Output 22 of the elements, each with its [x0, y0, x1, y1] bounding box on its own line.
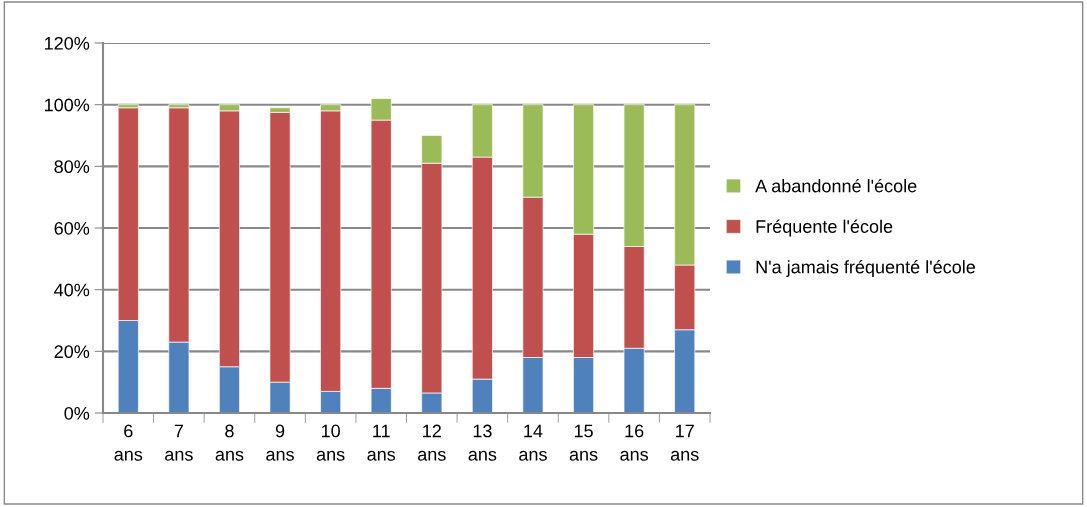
x-tick-label: 15 ans [569, 424, 598, 461]
x-tick-label: 8 ans [215, 424, 244, 461]
x-tick-label: 10 ans [316, 424, 345, 461]
x-tick-label: 7 ans [165, 424, 193, 461]
y-tick-label: 40% [54, 283, 90, 297]
x-tick-label: 17 ans [670, 424, 699, 461]
legend-label: N'a jamais fréquenté l'école [756, 259, 976, 277]
y-tick-label: 60% [54, 221, 90, 235]
x-tick-label: 11 ans [367, 424, 396, 461]
y-tick-label: 120% [45, 36, 90, 50]
x-tick-label: 13 ans [468, 424, 497, 461]
x-tick-label: 16 ans [620, 424, 649, 461]
y-tick-label: 0% [64, 406, 90, 420]
legend-label: A abandonné l'école [755, 178, 917, 193]
x-tick-label: 6 ans [114, 424, 143, 461]
legend-label: Fréquente l'école [756, 219, 893, 237]
x-tick-label: 12 ans [418, 424, 446, 461]
y-tick-label: 20% [54, 345, 90, 359]
x-tick-label: 9 ans [266, 424, 294, 461]
y-tick-label: 100% [45, 98, 90, 112]
x-tick-label: 14 ans [519, 424, 547, 461]
y-tick-label: 80% [54, 160, 90, 174]
